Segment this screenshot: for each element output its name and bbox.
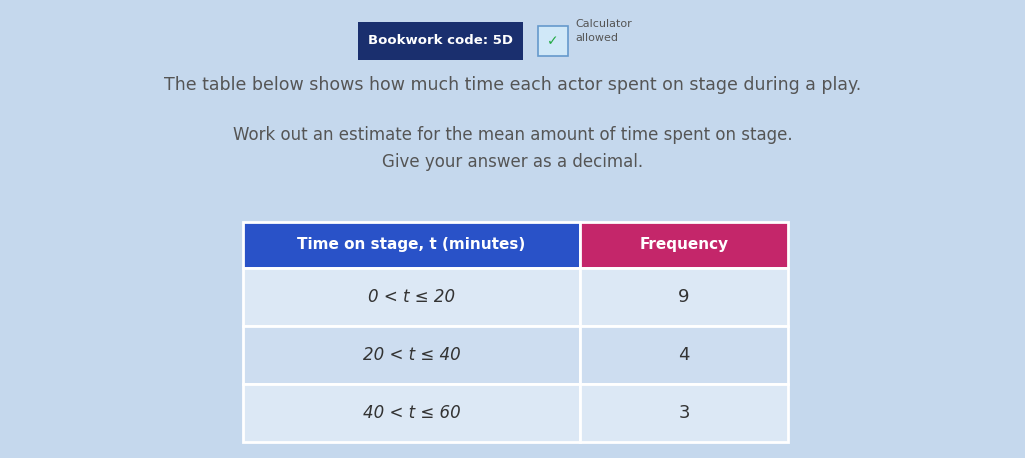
Bar: [243, 268, 580, 326]
Text: Frequency: Frequency: [640, 238, 729, 252]
Bar: [243, 326, 580, 384]
Bar: [538, 26, 568, 56]
Text: ✓: ✓: [547, 34, 559, 48]
Text: Work out an estimate for the mean amount of time spent on stage.: Work out an estimate for the mean amount…: [233, 126, 792, 144]
Text: 20 < t ≤ 40: 20 < t ≤ 40: [363, 346, 460, 364]
Text: 40 < t ≤ 60: 40 < t ≤ 60: [363, 404, 460, 422]
Text: 3: 3: [679, 404, 690, 422]
Bar: [580, 222, 788, 268]
Text: The table below shows how much time each actor spent on stage during a play.: The table below shows how much time each…: [164, 76, 861, 94]
Bar: [580, 268, 788, 326]
Text: Bookwork code: 5D: Bookwork code: 5D: [368, 34, 512, 48]
Text: 4: 4: [679, 346, 690, 364]
Bar: [243, 222, 580, 268]
Text: Calculator
allowed: Calculator allowed: [575, 19, 631, 43]
Text: 0 < t ≤ 20: 0 < t ≤ 20: [368, 288, 455, 306]
Bar: [580, 326, 788, 384]
Bar: [243, 384, 580, 442]
Bar: [358, 22, 523, 60]
Bar: [580, 384, 788, 442]
Text: Give your answer as a decimal.: Give your answer as a decimal.: [382, 153, 643, 171]
Text: Time on stage, t (minutes): Time on stage, t (minutes): [297, 238, 526, 252]
Text: 9: 9: [679, 288, 690, 306]
